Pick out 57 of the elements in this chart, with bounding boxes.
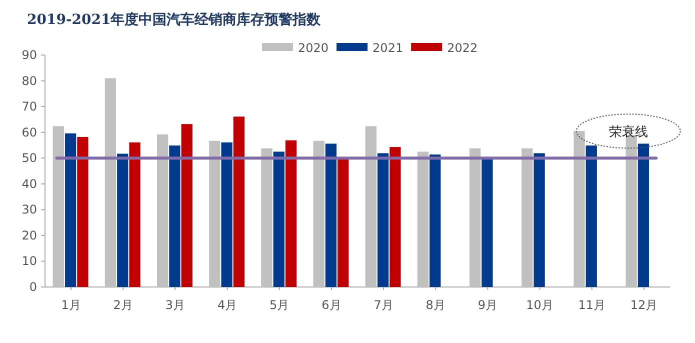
legend-label: 2020 — [298, 41, 329, 55]
bar — [417, 152, 429, 287]
bar — [52, 126, 64, 287]
bar — [469, 148, 481, 287]
bar — [104, 78, 116, 287]
chart-title: 2019-2021年度中国汽车经销商库存预警指数 — [27, 11, 322, 28]
bar — [261, 148, 272, 287]
legend-label: 2021 — [372, 41, 404, 55]
bar — [77, 136, 88, 287]
bar — [338, 158, 349, 287]
y-tick-label: 90 — [22, 48, 37, 62]
bar — [534, 153, 545, 287]
bar — [365, 126, 376, 287]
bar — [156, 134, 168, 287]
y-tick-label: 10 — [22, 254, 37, 268]
y-tick-label: 0 — [29, 280, 37, 294]
legend-label: 2022 — [447, 41, 478, 55]
bar — [313, 140, 324, 287]
x-tick-label: 7月 — [374, 298, 394, 312]
bar — [325, 144, 337, 287]
x-tick-label: 8月 — [426, 298, 446, 312]
y-tick-label: 40 — [22, 176, 37, 191]
y-tick-label: 80 — [22, 74, 37, 88]
x-tick-label: 3月 — [165, 298, 186, 312]
bar — [586, 145, 597, 287]
bar — [482, 158, 493, 287]
x-tick-label: 9月 — [478, 298, 498, 312]
x-tick-label: 1月 — [61, 298, 81, 312]
bar — [221, 142, 232, 287]
bar — [273, 152, 284, 287]
bar — [209, 140, 220, 287]
bar — [522, 148, 533, 287]
x-tick-label: 11月 — [578, 298, 606, 312]
x-tick-label: 2月 — [113, 298, 133, 312]
ref-line-label: 荣衰线 — [608, 124, 648, 140]
y-tick-label: 50 — [22, 151, 37, 166]
bar — [574, 131, 585, 287]
x-tick-label: 4月 — [217, 298, 238, 312]
x-tick-label: 10月 — [526, 298, 554, 312]
y-tick-label: 20 — [22, 228, 37, 242]
bar — [169, 145, 180, 287]
y-tick-label: 30 — [22, 202, 37, 217]
bar — [129, 142, 140, 287]
bar — [638, 144, 650, 287]
bar — [390, 147, 401, 287]
x-tick-label: 6月 — [322, 298, 342, 312]
bar — [233, 116, 245, 287]
bar — [181, 124, 192, 287]
bar — [285, 140, 297, 287]
x-tick-label: 12月 — [630, 298, 658, 312]
x-tick-label: 5月 — [270, 298, 290, 312]
y-tick-label: 60 — [22, 125, 37, 140]
bar — [117, 154, 128, 287]
bar — [430, 154, 441, 287]
bar — [377, 153, 389, 287]
bar — [64, 133, 76, 287]
y-tick-label: 70 — [22, 100, 37, 114]
